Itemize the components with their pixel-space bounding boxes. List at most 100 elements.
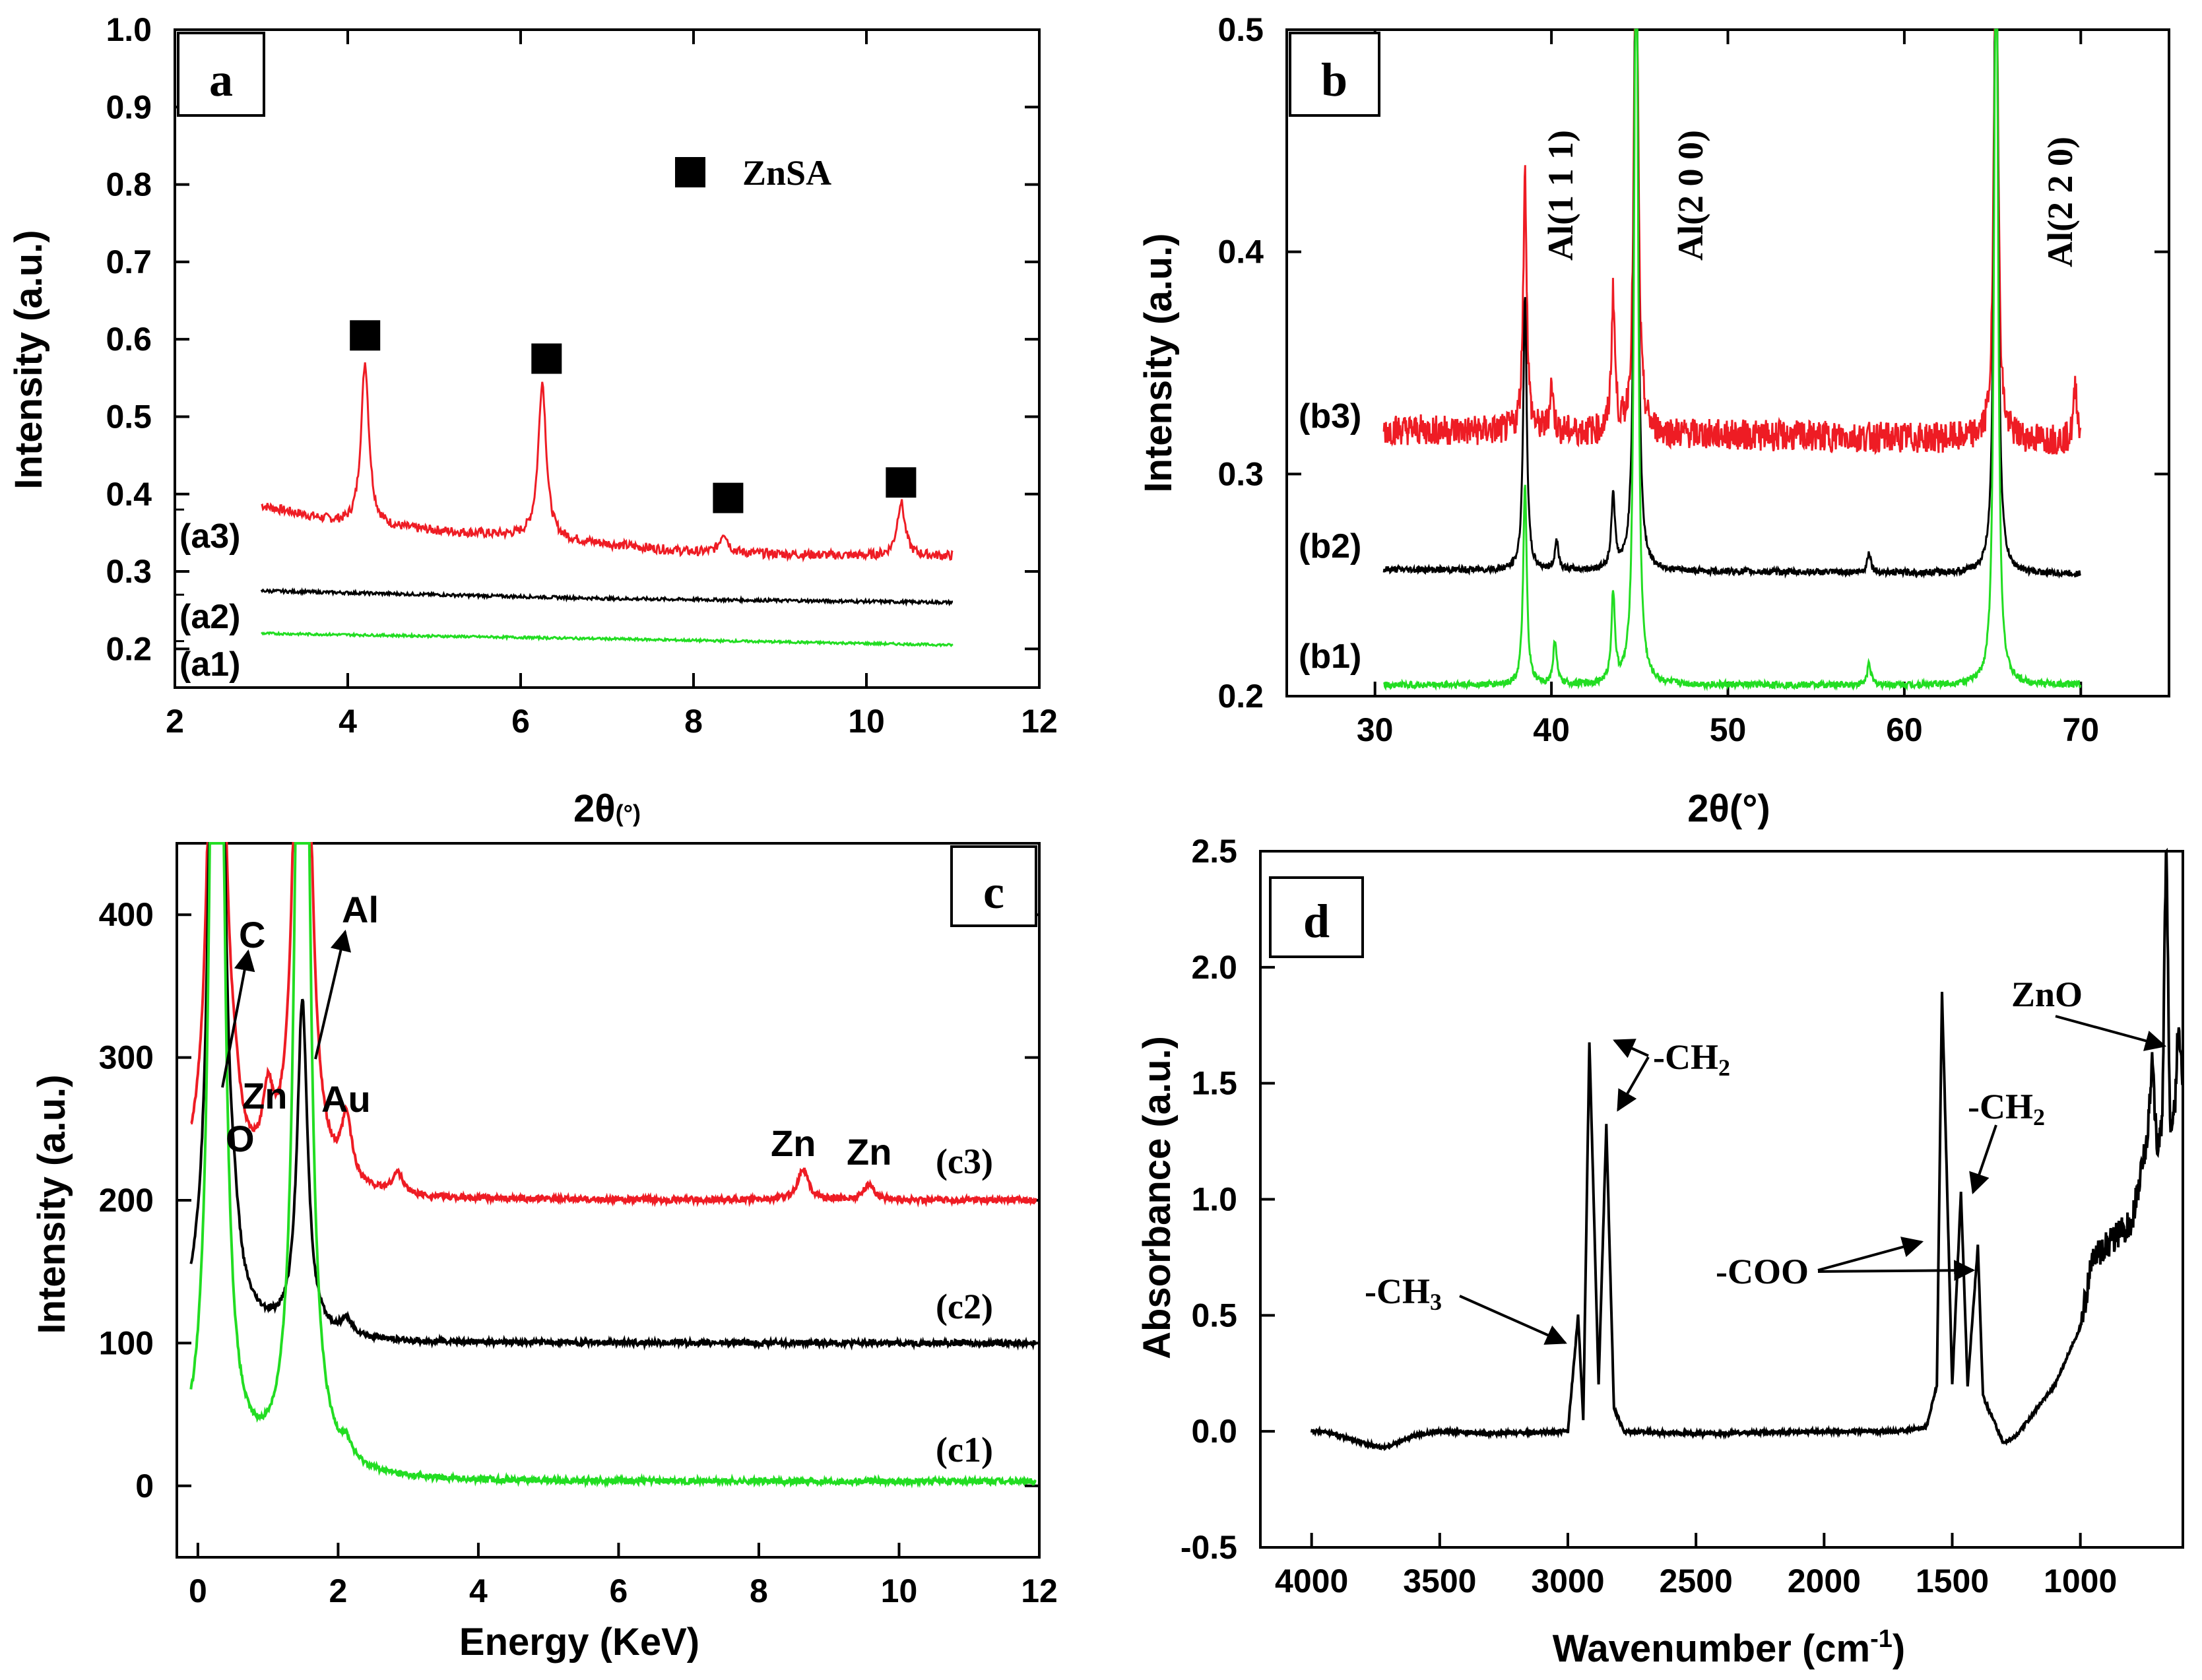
x-tick-label: 1000 [2044, 1563, 2117, 1599]
panel-b-plot-frame [1285, 28, 2170, 697]
panel-d-x-axis-label: Wavenumber (cm-1) [1553, 1625, 1905, 1670]
x-tick-label: 3000 [1531, 1563, 1604, 1599]
x-tick-label: 40 [1533, 711, 1570, 748]
y-tick-label: 0.8 [106, 166, 152, 203]
x-tick-label: 10 [881, 1572, 918, 1609]
element-label-au: Au [321, 1078, 371, 1120]
peak-marker [713, 482, 744, 513]
x-tick-label: 30 [1357, 711, 1394, 748]
element-label-al: Al [342, 889, 379, 930]
element-label-zn-2: Zn [771, 1122, 816, 1164]
panel-a-x-axis-label: 2θ(°) [573, 787, 641, 830]
peak-marker [350, 320, 381, 351]
panel-b-x-axis-label: 2θ(°) [1687, 787, 1770, 830]
panel-d-ticks: 4000 3500 3000 2500 2000 1500 1000 -0.5 0.0 0.5 1.… [1181, 833, 2117, 1599]
panel-a-plot-frame [174, 28, 1041, 689]
y-tick-label: 0.3 [1217, 455, 1264, 492]
x-tick-label: 0 [189, 1572, 207, 1609]
panel-a-xrd-chart: 2 4 6 8 10 12 0.2 0.3 0.4 0.5 0.6 0.7 0.8 0.9 1.0 a Zn… [7, 11, 1058, 830]
x-tick-label: 2 [166, 703, 184, 740]
peak-marker [531, 343, 562, 374]
x-tick-label: 12 [1021, 1572, 1058, 1609]
series-line-c1 [189, 842, 1037, 1489]
series-line-a3 [261, 362, 954, 563]
group-label-zno: ZnO [2011, 975, 2083, 1014]
panel-d-series [1310, 847, 2184, 1451]
panel-b-letter-box [1289, 32, 1380, 117]
series-label-c1: (c1) [936, 1430, 993, 1470]
arrow-ch2-a [1613, 1039, 1649, 1058]
y-tick-label: 0.0 [1191, 1413, 1237, 1450]
series-label-b2: (b2) [1299, 527, 1361, 565]
x-tick-label: 3500 [1403, 1563, 1476, 1599]
panel-a-y-axis-label: Intensity (a.u.) [7, 230, 50, 489]
panel-b-y-axis-label: Intensity (a.u.) [1137, 233, 1180, 492]
y-tick-label: -0.5 [1181, 1529, 1237, 1566]
panel-c-letter: c [983, 866, 1004, 919]
y-tick-label: 0.4 [1217, 234, 1264, 271]
y-tick-label: 0.9 [106, 88, 152, 125]
panel-a-ticks: 2 4 6 8 10 12 0.2 0.3 0.4 0.5 0.6 0.7 0.8 0.9 1.0 [106, 11, 1057, 740]
element-label-o: O [226, 1118, 255, 1159]
y-tick-label: 400 [99, 896, 154, 933]
panel-a-series [260, 362, 954, 648]
element-label-zn-3: Zn [847, 1131, 891, 1173]
y-tick-label: 0.2 [106, 630, 152, 667]
arrow-ch3 [1459, 1295, 1567, 1345]
x-tick-label: 8 [750, 1572, 768, 1609]
element-label-zn-1: Zn [242, 1075, 287, 1116]
x-tick-label: 4000 [1275, 1563, 1348, 1599]
peak-label-al-200: Al(2 0 0) [1671, 130, 1710, 261]
panel-d-ftir-chart: 4000 3500 3000 2500 2000 1500 1000 -0.5 0.0 0.5 1.… [1136, 833, 2184, 1670]
group-label-ch2-1: -CH2 [1653, 1037, 1730, 1081]
x-tick-label: 4 [339, 703, 357, 740]
x-tick-label: 8 [684, 703, 703, 740]
x-tick-label: 1500 [1916, 1563, 1989, 1599]
series-label-a1: (a1) [179, 645, 240, 684]
x-tick-label: 60 [1886, 711, 1923, 748]
y-tick-label: 0.5 [1217, 11, 1264, 48]
panel-b-xrd-chart: 30 40 50 60 70 0.2 0.3 0.4 0.5 b Al(1 1 1) Al(2 … [1137, 11, 2170, 830]
panel-b-letter: b [1321, 53, 1347, 106]
series-line-b1 [1382, 28, 2082, 692]
series-label-c3: (c3) [936, 1142, 993, 1181]
series-line-ftir [1310, 847, 2184, 1451]
series-label-b3: (b3) [1299, 397, 1361, 436]
x-tick-label: 10 [848, 703, 885, 740]
peak-label-al-220: Al(2 2 0) [2040, 137, 2080, 267]
x-tick-label: 2 [329, 1572, 347, 1609]
arrow-ch2-c [1969, 1124, 1997, 1195]
series-line-b2 [1382, 28, 2082, 579]
x-tick-label: 2500 [1660, 1563, 1733, 1599]
series-line-b3 [1382, 28, 2082, 455]
y-tick-label: 300 [99, 1039, 154, 1076]
peak-label-al-111: Al(1 1 1) [1541, 130, 1580, 261]
y-tick-label: 100 [99, 1324, 154, 1361]
series-line-a1 [261, 630, 954, 648]
group-label-ch3: -CH3 [1365, 1272, 1442, 1315]
panel-a-legend-label: ZnSA [742, 153, 831, 193]
panel-a-peak-markers [175, 320, 917, 643]
panel-c-eds-chart: 0 2 4 6 8 10 12 0 100 200 300 400 c C Al O Zn Au Zn… [30, 842, 1058, 1664]
x-tick-label: 4 [469, 1572, 488, 1609]
arrow-coo-b [1817, 1260, 1976, 1281]
arrow-ch2-b [1617, 1056, 1650, 1112]
arrow-coo-a [1817, 1237, 1924, 1272]
series-line-c2 [189, 842, 1037, 1351]
x-tick-label: 6 [610, 1572, 628, 1609]
panel-c-letter-box [950, 845, 1037, 927]
y-tick-label: 2.5 [1191, 833, 1237, 870]
y-tick-label: 0.5 [106, 398, 152, 435]
group-label-ch2-2: -CH2 [1968, 1087, 2045, 1130]
y-tick-label: 2.0 [1191, 949, 1237, 986]
x-tick-label: 2000 [1788, 1563, 1861, 1599]
series-label-a3: (a3) [179, 517, 240, 556]
panel-b-series [1382, 28, 2082, 692]
arrow-al-label [314, 929, 352, 1060]
y-tick-label: 1.0 [106, 11, 152, 48]
panel-a-letter-box [177, 32, 265, 117]
series-line-c3 [190, 842, 1037, 1208]
y-tick-label: 1.5 [1191, 1065, 1237, 1102]
element-label-c: C [239, 914, 265, 955]
